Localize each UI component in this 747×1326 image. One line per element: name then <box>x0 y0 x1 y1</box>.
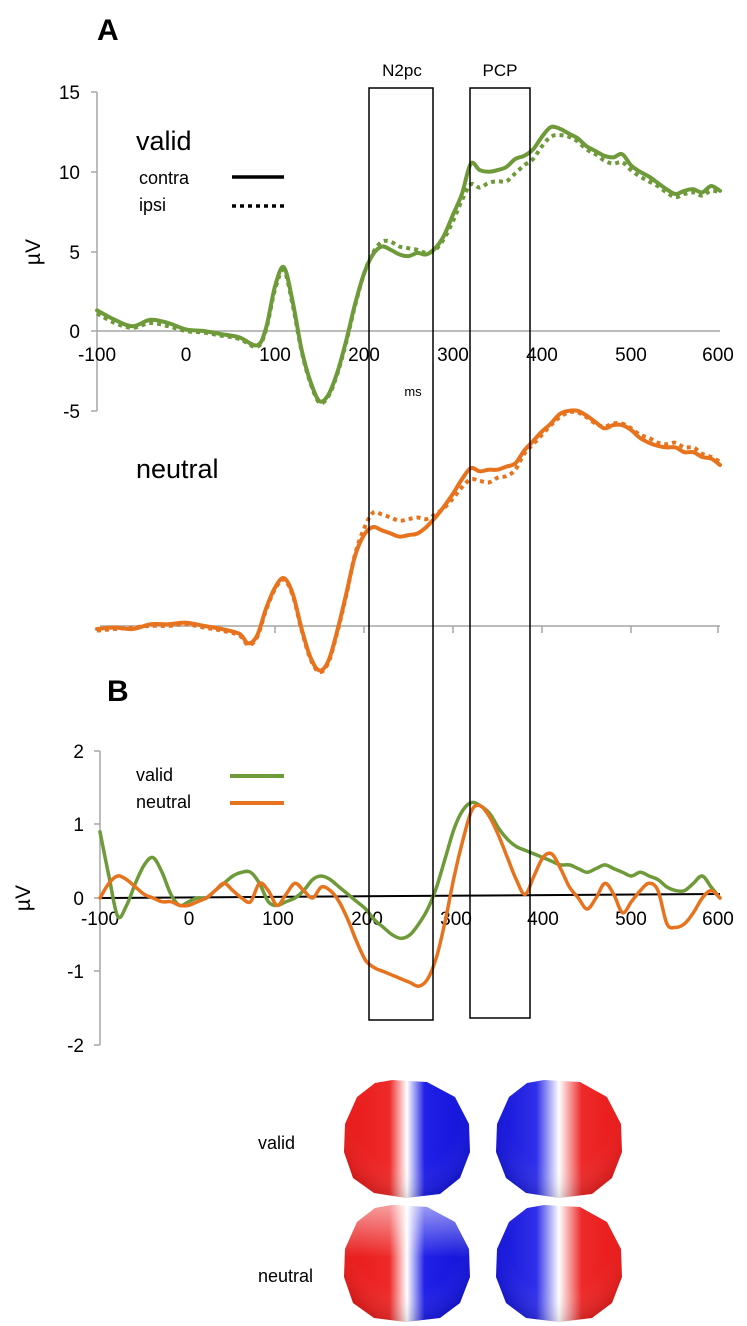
a-xtick-200: 200 <box>348 345 380 366</box>
topo-valid-label: valid <box>258 1133 295 1153</box>
b-ytick-0: 0 <box>73 889 84 910</box>
b-y-label: µV <box>12 885 35 911</box>
legend-valid-label: valid <box>136 765 173 785</box>
topo-valid-n2pc <box>344 1080 470 1198</box>
valid-ipsi-line <box>96 133 721 406</box>
topo-neutral-label: neutral <box>258 1266 313 1286</box>
b-xtick-200: 200 <box>351 909 383 930</box>
a-ytick-5: 5 <box>69 243 80 264</box>
pcp-window <box>469 87 531 1019</box>
diff-neutral-line <box>98 803 722 989</box>
valid-traces <box>95 124 722 406</box>
b-xtick-400: 400 <box>527 909 559 930</box>
b-ytick-1: 1 <box>73 815 84 836</box>
pcp-label: PCP <box>483 61 518 80</box>
valid-contra-line <box>95 124 722 404</box>
a-xtick-500: 500 <box>615 345 647 366</box>
a-ytick-15: 15 <box>59 83 80 104</box>
a-y-label: µV <box>22 239 45 265</box>
a-ytick-0: 0 <box>69 322 80 343</box>
neutral-title: neutral <box>136 454 219 484</box>
a-x-unit: ms <box>404 384 422 399</box>
legend-ipsi-label: ipsi <box>139 195 166 215</box>
b-ytick-neg2: -2 <box>67 1036 84 1057</box>
panel-a-legend: contra ipsi <box>139 168 284 215</box>
panel-a-x-axis: -100 0 100 200 300 400 500 600 <box>78 330 734 366</box>
b-xtick-600: 600 <box>702 909 734 930</box>
panel-b-legend: valid neutral <box>136 765 284 812</box>
b-xtick-100: 100 <box>262 909 294 930</box>
a-xtick-100: 100 <box>259 345 291 366</box>
panel-a-letter: A <box>97 14 119 47</box>
panel-a-y-axis: 15 10 5 0 -5 <box>59 83 98 423</box>
a-xtick-400: 400 <box>526 345 558 366</box>
panel-b-letter: B <box>107 675 129 708</box>
a-ytick-10: 10 <box>59 163 80 184</box>
neutral-contra-line <box>95 408 722 673</box>
neutral-ipsi-line <box>96 409 721 675</box>
a-ytick-neg5: -5 <box>63 402 80 423</box>
panel-b-y-axis: 2 1 0 -1 -2 <box>67 742 101 1057</box>
panel-b-x-axis: -100 0 100 200 300 400 500 600 <box>81 893 734 930</box>
topo-neutral-pcp <box>496 1205 622 1322</box>
b-ytick-neg1: -1 <box>67 962 84 983</box>
a-xtick-0: 0 <box>181 345 192 366</box>
a-xtick-300: 300 <box>437 345 469 366</box>
b-ytick-2: 2 <box>73 742 84 763</box>
difference-traces <box>98 800 722 989</box>
legend-neutral-label: neutral <box>136 792 191 812</box>
n2pc-label: N2pc <box>382 61 422 80</box>
legend-contra-label: contra <box>139 168 190 188</box>
neutral-traces <box>95 408 722 675</box>
a-xtick-neg100: -100 <box>78 345 116 366</box>
n2pc-window <box>368 87 434 1021</box>
topo-neutral-n2pc <box>344 1205 470 1322</box>
b-xtick-0: 0 <box>184 909 195 930</box>
topo-valid-pcp <box>496 1080 622 1198</box>
valid-title: valid <box>136 126 192 156</box>
b-xtick-neg100: -100 <box>81 909 119 930</box>
a-xtick-600: 600 <box>702 345 734 366</box>
